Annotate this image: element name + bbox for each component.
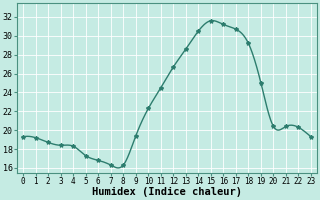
X-axis label: Humidex (Indice chaleur): Humidex (Indice chaleur) [92, 187, 242, 197]
